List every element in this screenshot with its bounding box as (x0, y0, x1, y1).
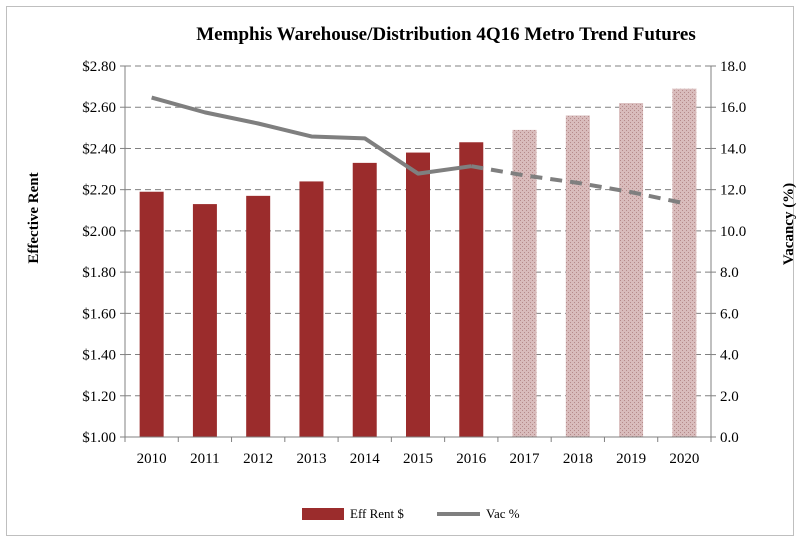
line-series (151, 95, 685, 206)
vacancy-line-forecast (470, 164, 685, 206)
y-right-tick-label: 4.0 (720, 348, 739, 364)
x-tick-label: 2015 (403, 451, 433, 467)
y-tick-label: $2.60 (82, 100, 116, 116)
legend-label-vacancy: Vac % (486, 506, 520, 521)
x-tick-label: 2012 (243, 451, 273, 467)
y-tick-label: $2.40 (82, 141, 116, 157)
y-right-tick-label: 18.0 (720, 59, 746, 75)
x-tick-label: 2013 (296, 451, 326, 467)
x-tick-label: 2017 (510, 451, 541, 467)
x-tick-label: 2010 (137, 451, 167, 467)
bar (192, 204, 217, 437)
y-right-tick-label: 12.0 (720, 183, 746, 199)
bar (246, 195, 271, 437)
bar (459, 142, 484, 437)
y-right-tick-label: 6.0 (720, 306, 739, 322)
y-tick-label: $1.40 (82, 348, 116, 364)
legend-label-eff-rent: Eff Rent $ (350, 506, 404, 521)
bar-forecast (672, 88, 697, 437)
x-tick-label: 2011 (190, 451, 219, 467)
chart-frame (6, 6, 794, 536)
bar-forecast (565, 115, 590, 437)
bar-forecast (512, 129, 537, 437)
x-tick-label: 2014 (350, 451, 381, 467)
y-axis-right-title: Vacancy (%) (781, 183, 797, 265)
y-tick-label: $2.00 (82, 224, 116, 240)
x-tick-label: 2016 (456, 451, 487, 467)
legend: Eff Rent $ Vac % (302, 506, 520, 521)
bar (352, 162, 377, 437)
x-tick-label: 2018 (563, 451, 593, 467)
y-right-tick-label: 2.0 (720, 389, 739, 405)
y-tick-label: $2.20 (82, 183, 116, 199)
y-right-tick-label: 0.0 (720, 430, 739, 446)
bar (406, 152, 430, 438)
y-right-tick-label: 14.0 (720, 141, 746, 157)
bar-forecast (619, 103, 644, 437)
y-tick-label: $2.80 (82, 59, 116, 75)
chart-title: Memphis Warehouse/Distribution 4Q16 Metr… (196, 24, 695, 45)
y-right-tick-label: 8.0 (720, 265, 739, 281)
y-tick-label: $1.60 (82, 306, 116, 322)
axes: $1.00 0.0 $1.20 2.0 $1.40 4.0 $1.60 6.0 $1.80 8.0… (82, 59, 746, 467)
y-axis-title: Effective Rent (26, 172, 42, 263)
legend-swatch-eff-rent (302, 508, 344, 520)
bar-series (139, 88, 697, 438)
bar (299, 181, 324, 437)
x-tick-label: 2019 (616, 451, 646, 467)
y-right-tick-label: 10.0 (720, 224, 746, 240)
bar (139, 191, 164, 437)
vacancy-line-actual (151, 95, 472, 176)
y-tick-label: $1.80 (82, 265, 116, 281)
y-tick-label: $1.20 (82, 389, 116, 405)
y-tick-label: $1.00 (82, 430, 116, 446)
y-right-tick-label: 16.0 (720, 100, 746, 116)
x-tick-label: 2020 (669, 451, 699, 467)
